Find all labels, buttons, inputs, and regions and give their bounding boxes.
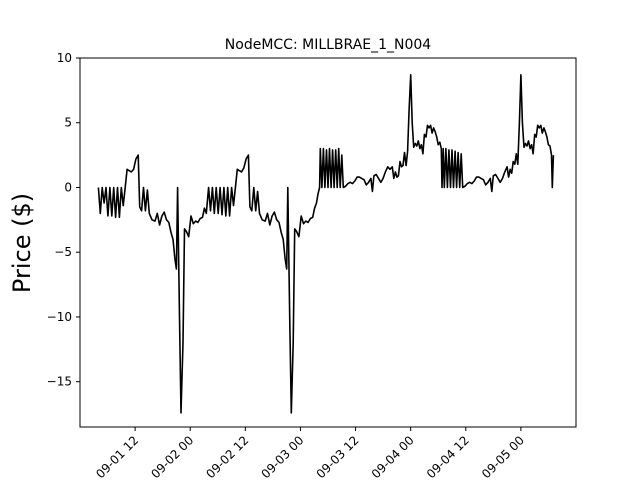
y-axis: 10 5 0 −5 −10 −15 [47,51,80,389]
y-tick-label: −10 [47,310,72,324]
y-tick-label: −15 [47,375,72,389]
y-tick-label: 5 [64,116,72,130]
y-tick-label: −5 [54,245,72,259]
price-series-line [97,74,555,414]
y-axis-label: Price ($) [8,193,36,293]
plot-frame [79,57,577,428]
chart-title: NodeMCC: MILLBRAE_1_N004 [225,37,432,53]
y-tick-label: 10 [57,51,72,65]
y-tick-label: 0 [64,180,72,194]
